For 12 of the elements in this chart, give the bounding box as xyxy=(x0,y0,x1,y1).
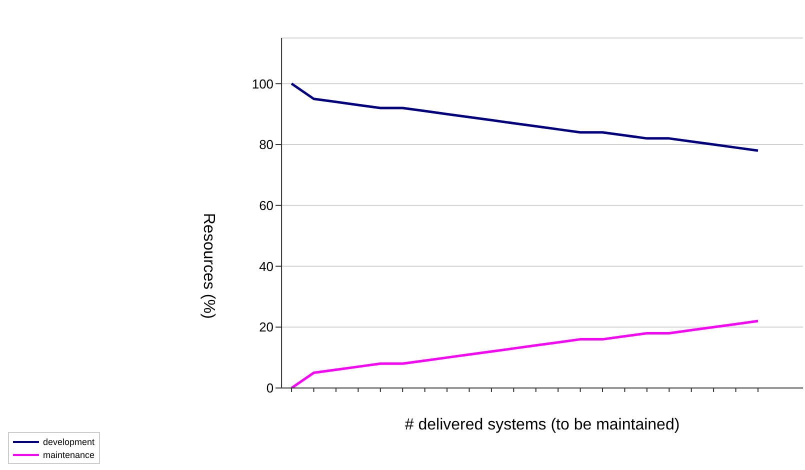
line-series xyxy=(290,82,760,152)
legend-label: development xyxy=(43,436,95,446)
y-tick-label: 20 xyxy=(259,320,274,335)
line-series xyxy=(290,320,760,388)
y-tick-label: 80 xyxy=(259,137,274,152)
y-tick-label: 100 xyxy=(252,76,274,92)
x-axis-title: # delivered systems (to be maintained) xyxy=(404,416,680,434)
y-tick-label: 40 xyxy=(259,258,274,274)
y-tick-label: 0 xyxy=(266,380,274,396)
y-tick-label: 60 xyxy=(259,198,274,214)
legend-label: maintenance xyxy=(43,450,95,460)
y-axis-title: Resources (%) xyxy=(200,213,217,319)
